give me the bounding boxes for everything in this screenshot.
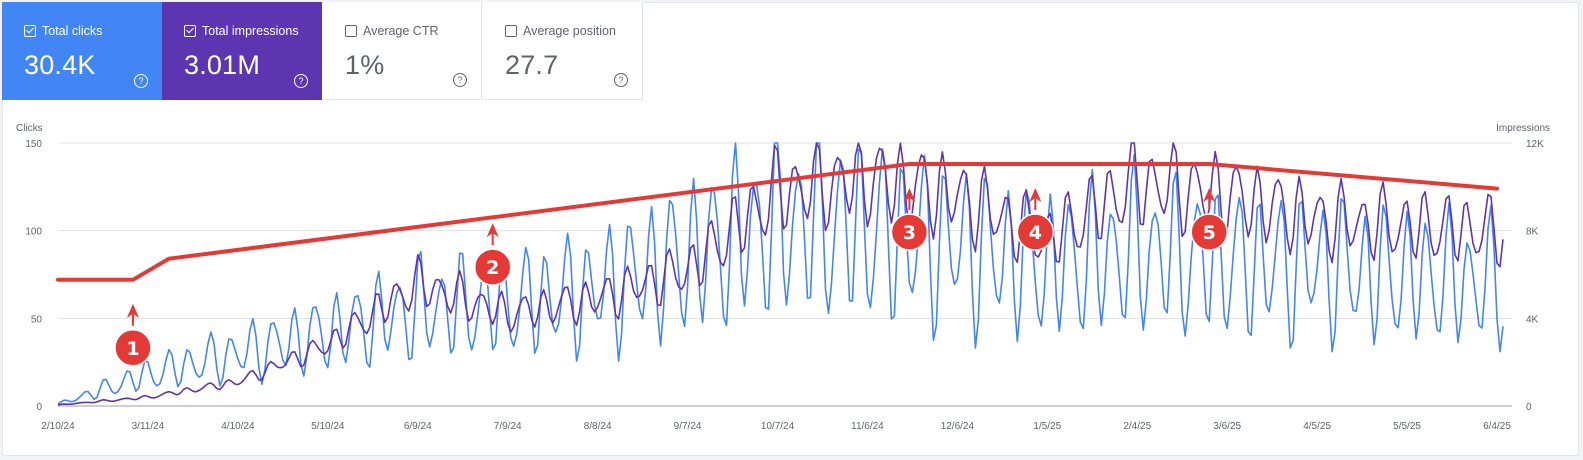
- y-left-tick-label: 100: [25, 227, 42, 238]
- arrow-up-icon: [126, 303, 139, 318]
- arrow-up-icon: [486, 223, 499, 238]
- y-right-axis-label: Impressions: [1496, 123, 1550, 134]
- metric-card-average-position[interactable]: Average position 27.7 ?: [483, 2, 643, 100]
- y-right-tick-label: 0: [1526, 402, 1532, 413]
- marker-label: 3: [903, 222, 916, 244]
- arrow-up-icon: [1029, 188, 1042, 203]
- help-icon[interactable]: ?: [134, 74, 148, 88]
- metric-card-average-ctr[interactable]: Average CTR 1% ?: [323, 2, 482, 100]
- impressions-series-line: [57, 142, 1504, 406]
- annotation-marker: 5: [1190, 188, 1228, 251]
- x-tick-label: 5/10/24: [311, 421, 345, 432]
- checkbox-checked-icon[interactable]: [184, 25, 196, 37]
- marker-circle: [473, 248, 512, 286]
- x-tick-label: 1/5/25: [1033, 421, 1061, 432]
- metric-label: Average CTR: [363, 24, 439, 38]
- marker-label: 5: [1203, 222, 1216, 244]
- metric-value: 1%: [345, 50, 385, 80]
- marker-circle: [890, 213, 929, 251]
- checkbox-checked-icon[interactable]: [24, 25, 36, 37]
- y-left-tick-label: 0: [36, 402, 42, 413]
- annotation-marker: 3: [890, 188, 929, 251]
- x-tick-label: 4/5/25: [1303, 421, 1331, 432]
- x-tick-label: 6/4/25: [1483, 421, 1511, 432]
- y-left-tick-label: 150: [25, 139, 42, 150]
- marker-circle: [1190, 213, 1228, 251]
- annotation-marker: 2: [473, 223, 512, 286]
- metric-label: Total impressions: [202, 24, 299, 38]
- annotation-marker: 4: [1016, 188, 1055, 251]
- x-tick-label: 6/9/24: [404, 421, 432, 432]
- y-right-tick-label: 8K: [1526, 227, 1539, 238]
- x-tick-label: 3/6/25: [1213, 421, 1241, 432]
- x-tick-label: 10/7/24: [761, 421, 795, 432]
- metric-label: Total clicks: [42, 24, 103, 38]
- x-tick-label: 12/6/24: [941, 421, 975, 432]
- arrow-up-icon: [1203, 188, 1216, 203]
- x-tick-label: 9/7/24: [674, 421, 702, 432]
- marker-label: 4: [1029, 222, 1042, 244]
- metric-card-total-impressions[interactable]: Total impressions 3.01M ?: [162, 2, 322, 100]
- metric-value: 3.01M: [184, 50, 261, 80]
- y-left-tick-label: 50: [31, 314, 43, 325]
- help-icon[interactable]: ?: [614, 73, 628, 87]
- marker-circle: [1016, 213, 1055, 251]
- x-tick-label: 4/10/24: [221, 421, 255, 432]
- x-tick-label: 3/11/24: [132, 421, 165, 432]
- y-right-tick-label: 4K: [1526, 314, 1539, 325]
- x-tick-label: 11/6/24: [851, 421, 884, 432]
- annotation-trend-line: [56, 162, 1499, 282]
- x-tick-label: 2/10/24: [41, 421, 75, 432]
- help-icon[interactable]: ?: [294, 74, 308, 88]
- marker-label: 1: [126, 338, 139, 360]
- y-right-tick-label: 12K: [1526, 139, 1544, 150]
- checkbox-unchecked-icon[interactable]: [345, 25, 357, 37]
- checkbox-unchecked-icon[interactable]: [505, 25, 517, 37]
- annotation-marker: 1: [114, 303, 152, 367]
- x-tick-label: 8/8/24: [584, 421, 612, 432]
- metric-value: 30.4K: [24, 50, 96, 80]
- metric-value: 27.7: [505, 50, 559, 80]
- arrow-up-icon: [903, 188, 916, 203]
- metric-label: Average position: [523, 24, 616, 38]
- x-tick-label: 7/9/24: [494, 421, 522, 432]
- y-left-axis-label: Clicks: [16, 123, 43, 134]
- marker-circle: [114, 329, 152, 367]
- x-tick-label: 5/5/25: [1393, 421, 1421, 432]
- x-tick-label: 2/4/25: [1123, 421, 1151, 432]
- marker-label: 2: [486, 257, 499, 279]
- metric-card-total-clicks[interactable]: Total clicks 30.4K ?: [2, 2, 162, 100]
- help-icon[interactable]: ?: [453, 73, 467, 87]
